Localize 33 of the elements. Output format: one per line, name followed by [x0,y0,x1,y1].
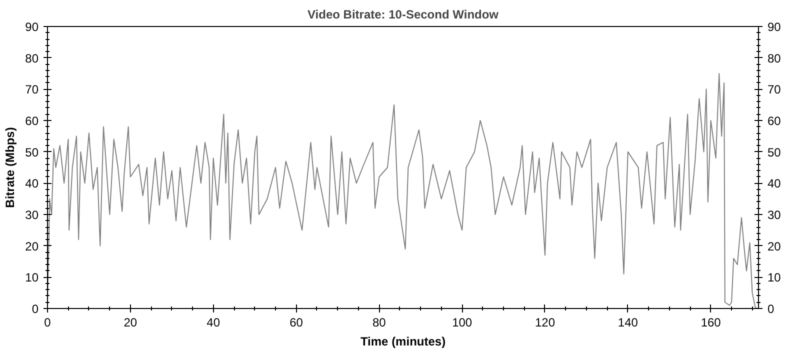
y-tick-label: 0 [32,302,39,316]
y2-tick-label: 80 [768,51,782,66]
x-tick-label: 140 [618,316,638,330]
y-tick-label: 90 [25,20,39,34]
y2-tick-label: 90 [768,20,782,34]
y2-tick-label: 30 [768,208,782,222]
y2-tick-label: 50 [768,145,782,160]
y2-tick-label: 60 [768,114,782,128]
x-tick-label: 100 [452,316,472,330]
line-series [48,73,758,308]
y-tick-label: 80 [25,51,39,66]
y-tick-label: 20 [25,239,39,254]
y2-tick-label: 70 [768,82,782,97]
y-tick-label: 30 [25,208,39,222]
y-tick-label: 40 [25,176,39,191]
chart-title: Video Bitrate: 10-Second Window [307,8,500,22]
x-axis-title: Time (minutes) [360,334,446,348]
y-tick-label: 60 [25,114,39,128]
x-tick-label: 120 [534,316,556,330]
y-tick-label: 50 [25,145,39,160]
y2-tick-label: 40 [768,176,782,191]
y2-tick-label: 20 [768,239,782,254]
x-tick-label: 60 [290,316,304,330]
x-tick-label: 40 [206,316,220,330]
y-tick-label: 10 [25,270,39,285]
x-tick-label: 0 [44,316,52,330]
y-axis-title: Bitrate (Mbps) [3,127,18,208]
y2-tick-label: 0 [768,302,774,316]
x-tick-label: 160 [700,316,722,330]
y-tick-label: 70 [25,82,39,97]
x-tick-label: 20 [124,316,138,330]
y2-tick-label: 10 [768,270,782,285]
x-tick-label: 80 [372,316,386,330]
